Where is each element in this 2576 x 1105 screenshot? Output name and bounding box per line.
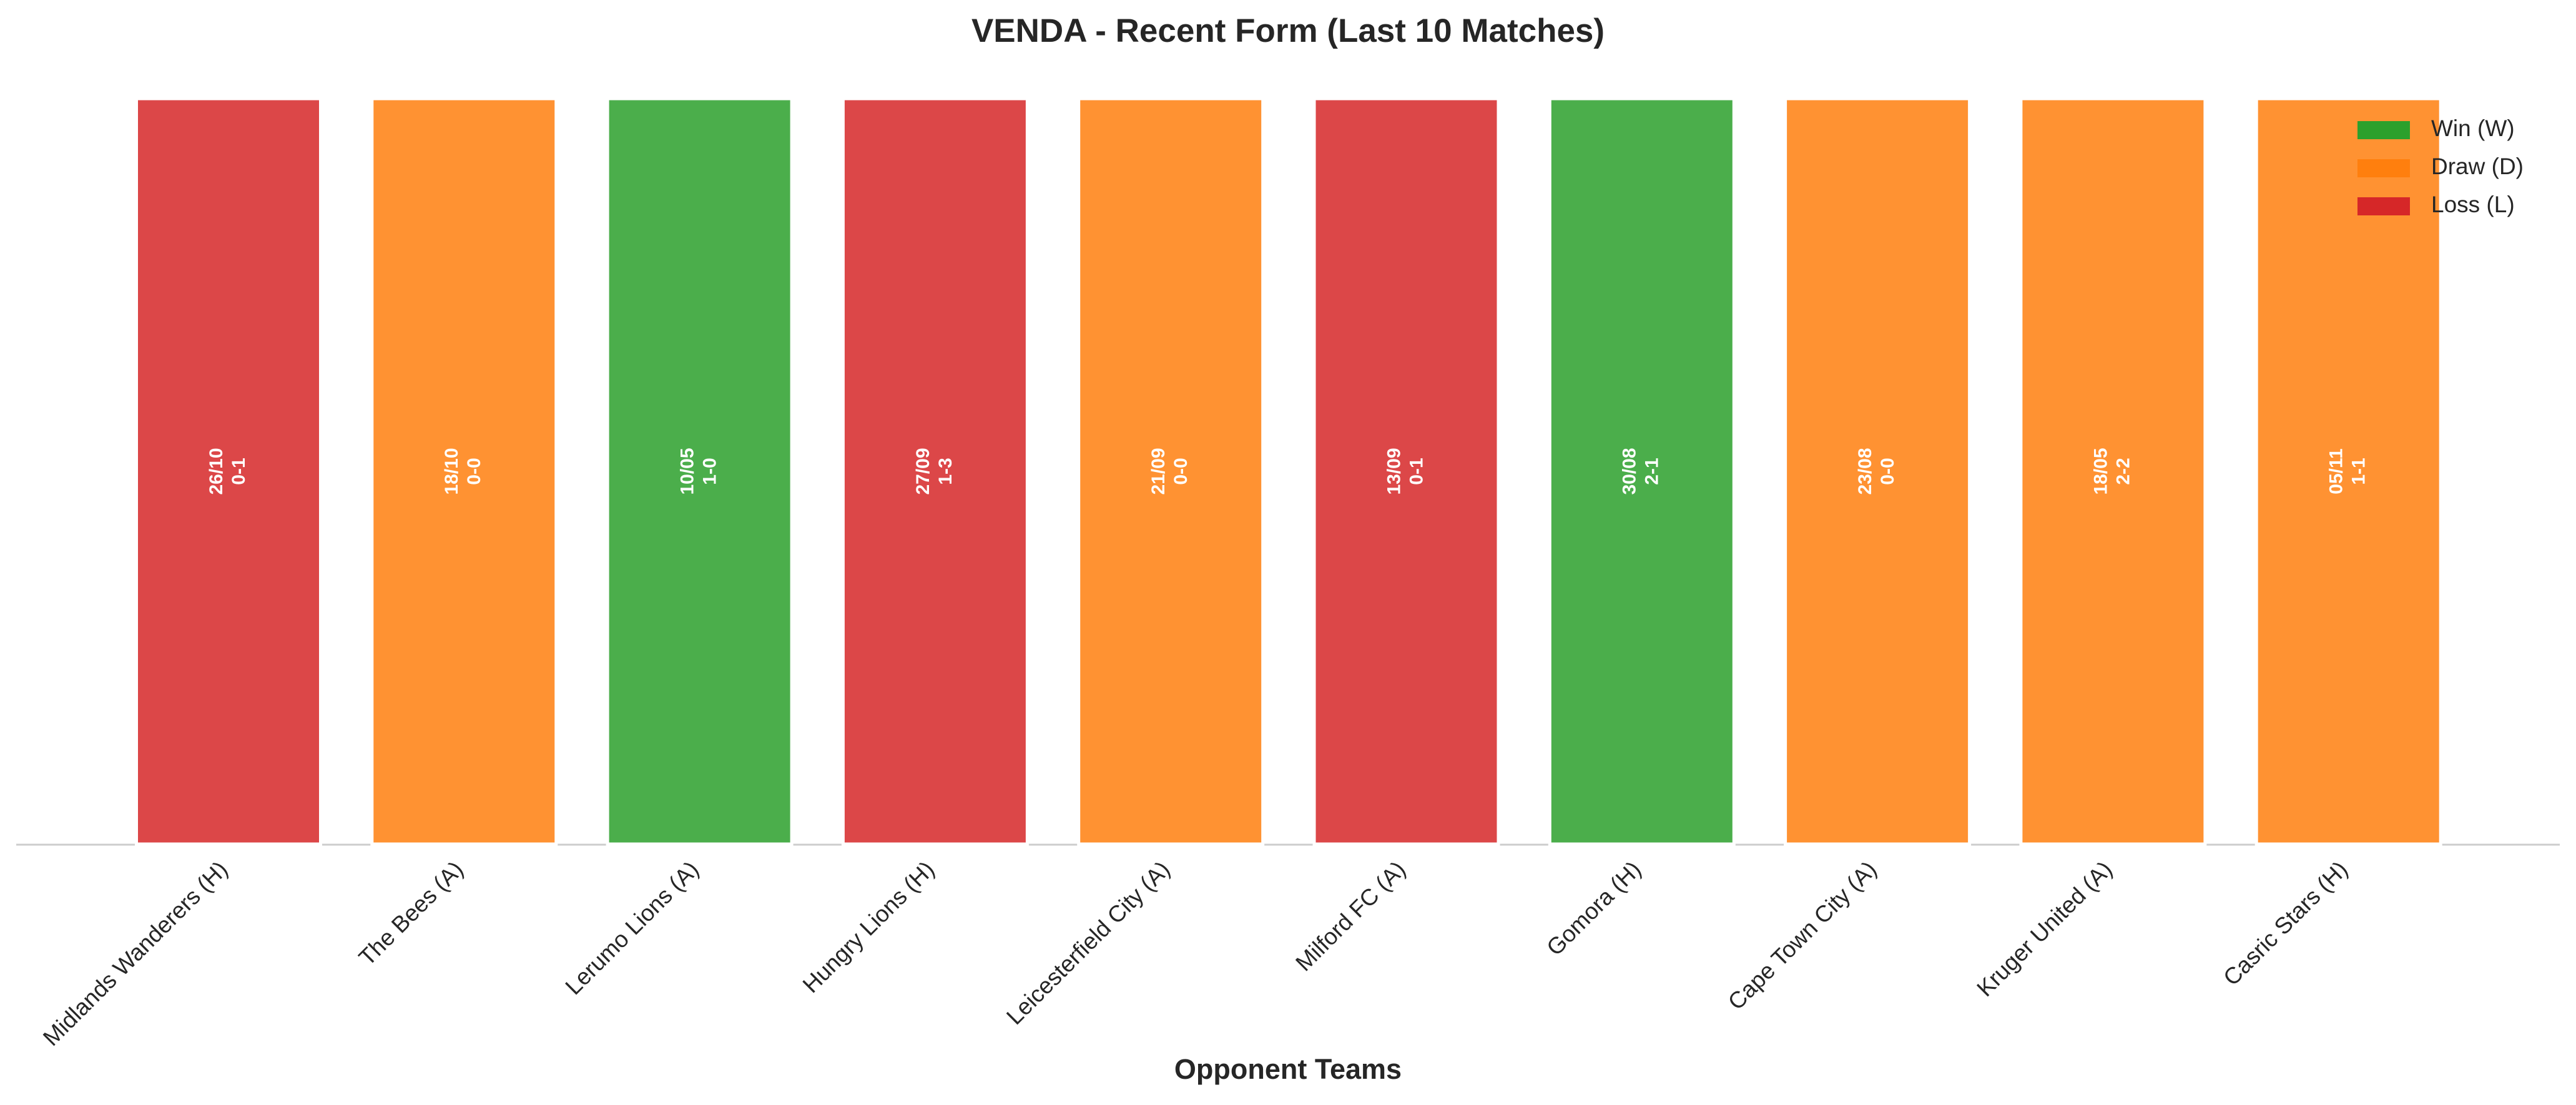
bar-label: 0-0 xyxy=(464,458,484,484)
x-tick-label: Leicesterfield City (A) xyxy=(1001,857,1175,1030)
bar-label: 0-0 xyxy=(1171,458,1191,484)
legend-label: Loss (L) xyxy=(2431,192,2515,217)
chart-title: VENDA - Recent Form (Last 10 Matches) xyxy=(971,12,1605,49)
bar xyxy=(370,97,558,846)
bar xyxy=(606,97,794,846)
x-tick-label: Gomora (H) xyxy=(1541,857,1646,961)
bar xyxy=(135,97,322,846)
bar-label: 0-1 xyxy=(229,458,249,484)
x-tick-label: Milford FC (A) xyxy=(1290,857,1410,976)
x-tick-label: Hungry Lions (H) xyxy=(798,857,940,998)
legend-label: Draw (D) xyxy=(2431,154,2524,179)
x-tick-label: Casric Stars (H) xyxy=(2218,857,2352,991)
bar-label: 30/08 xyxy=(1620,448,1640,494)
bar xyxy=(1784,97,1972,846)
bar-label: 0-1 xyxy=(1406,458,1427,484)
legend-swatch xyxy=(2357,121,2410,139)
legend-swatch xyxy=(2357,159,2410,177)
x-tick-label: Kruger United (A) xyxy=(1972,857,2117,1002)
bar-label: 13/09 xyxy=(1384,448,1404,494)
x-tick-label: Lerumo Lions (A) xyxy=(561,857,704,1000)
bar-label: 2-1 xyxy=(1642,458,1663,484)
bar-label: 05/11 xyxy=(2326,448,2347,494)
legend-swatch xyxy=(2357,197,2410,215)
bar-label: 1-3 xyxy=(935,458,956,484)
bar-label: 10/05 xyxy=(677,448,698,494)
bar-label: 23/08 xyxy=(1855,448,1875,494)
x-tick-label: The Bees (A) xyxy=(354,857,468,971)
bar-label: 18/05 xyxy=(2090,448,2111,494)
bar xyxy=(1312,97,1500,846)
bar-label: 21/09 xyxy=(1148,448,1169,494)
bar xyxy=(2254,97,2442,846)
bar xyxy=(1077,97,1265,846)
bar-label: 1-0 xyxy=(700,458,720,484)
bar-label: 18/10 xyxy=(441,448,462,494)
x-tick-label: Cape Town City (A) xyxy=(1723,857,1882,1015)
bar-label: 27/09 xyxy=(913,448,933,494)
bar-label: 2-2 xyxy=(2113,458,2133,484)
bar-label: 0-0 xyxy=(1877,458,1898,484)
bar-label: 26/10 xyxy=(206,448,227,494)
bar xyxy=(2019,97,2207,846)
legend-label: Win (W) xyxy=(2431,115,2515,141)
bar xyxy=(1548,97,1736,846)
x-tick-label: Midlands Wanderers (H) xyxy=(38,857,233,1051)
bar xyxy=(841,97,1029,846)
bar-label: 1-1 xyxy=(2349,458,2369,484)
x-axis-label: Opponent Teams xyxy=(1174,1053,1402,1085)
